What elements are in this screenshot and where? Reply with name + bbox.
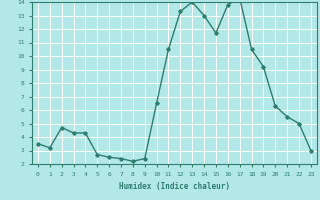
X-axis label: Humidex (Indice chaleur): Humidex (Indice chaleur) xyxy=(119,182,230,191)
